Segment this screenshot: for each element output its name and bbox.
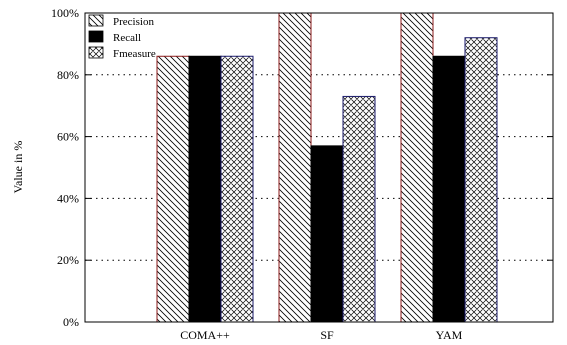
y-tick-label: 40% <box>57 191 79 205</box>
legend-label: Precision <box>113 16 154 28</box>
legend: Precision Recall Fmeasure <box>88 14 156 60</box>
bar-fmeasure <box>342 95 376 323</box>
x-axis: COMA++ SF YAM <box>180 317 463 342</box>
bar-precision <box>278 12 312 323</box>
x-tick-label: YAM <box>436 328 463 342</box>
bars <box>156 12 498 323</box>
legend-swatch <box>88 14 104 27</box>
bar-precision <box>156 55 190 323</box>
y-tick-label: 80% <box>57 68 79 82</box>
y-tick-label: 60% <box>57 130 79 144</box>
bar-fmeasure <box>220 55 254 323</box>
legend-label: Recall <box>113 32 141 44</box>
legend-label: Fmeasure <box>113 48 156 60</box>
x-tick-label: SF <box>320 328 334 342</box>
y-axis-label: Value in % <box>11 141 25 194</box>
y-tick-label: 20% <box>57 253 79 267</box>
legend-swatch <box>88 46 104 59</box>
y-axis: 0% 20% 40% 60% 80% 100% <box>51 6 553 329</box>
legend-swatch <box>88 30 104 43</box>
bar-fmeasure <box>464 37 498 323</box>
plot-frame <box>84 12 554 323</box>
y-tick-label: 100% <box>51 6 79 20</box>
y-tick-label: 0% <box>63 315 79 329</box>
x-tick-label: COMA++ <box>180 328 230 342</box>
bar-recall <box>310 145 344 323</box>
bar-recall <box>432 55 466 323</box>
bar-recall <box>188 55 222 323</box>
bar-precision <box>400 12 434 323</box>
